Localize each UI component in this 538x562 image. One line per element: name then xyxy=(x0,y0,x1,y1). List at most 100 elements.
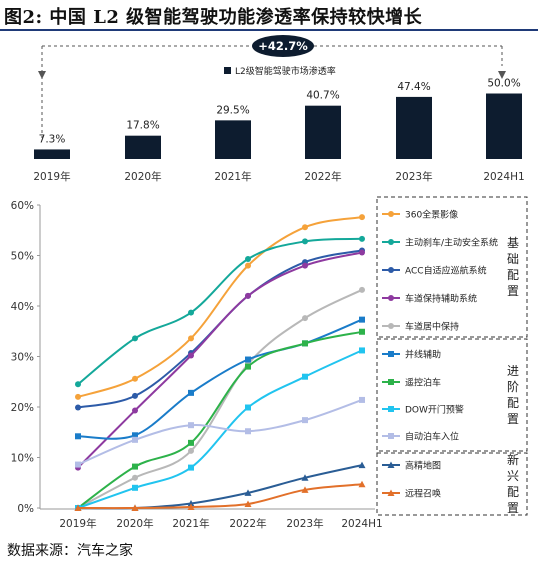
series-4-point-1 xyxy=(132,474,138,481)
series-line-8 xyxy=(77,398,363,466)
series-9-point-2 xyxy=(187,499,195,507)
growth-arrow-right xyxy=(498,71,506,79)
source-note: 数据来源：汽车之家 xyxy=(7,543,133,559)
series-4-point-4 xyxy=(302,315,308,322)
series-8-point-1 xyxy=(132,436,138,443)
legend-group-box-2 xyxy=(376,452,528,516)
series-3-point-4 xyxy=(302,262,308,269)
legend-group-label-2-char-3: 置 xyxy=(507,501,519,515)
legend-group-label-1-char-2: 配 xyxy=(507,396,519,410)
legend-group-box-0 xyxy=(376,196,528,338)
series-3-point-1 xyxy=(132,407,138,414)
series-9-point-3 xyxy=(244,489,252,496)
legend-marker-2 xyxy=(388,267,394,273)
x-tick-label-2: 2021年 xyxy=(172,517,209,530)
legend-label-2: ACC自适应巡航系统 xyxy=(405,265,487,277)
y-tick-label-1: 10% xyxy=(11,453,34,465)
x-tick-label-1: 2020年 xyxy=(116,517,153,530)
series-1-point-2 xyxy=(188,309,194,316)
x-tick-label-5: 2024H1 xyxy=(341,518,382,530)
bar-2 xyxy=(215,120,251,159)
x-tick-label-3: 2022年 xyxy=(229,517,266,530)
legend-marker-4 xyxy=(388,323,394,329)
bar-value-label-1: 17.8% xyxy=(126,120,159,132)
legend-marker-10 xyxy=(387,489,395,496)
bar-category-label-0: 2019年 xyxy=(33,170,70,183)
legend-marker-5 xyxy=(388,351,394,357)
series-line-5 xyxy=(77,318,363,440)
legend-label-10: 远程召唤 xyxy=(405,488,441,500)
legend-marker-9 xyxy=(387,461,395,468)
series-7-point-1 xyxy=(132,484,138,491)
legend-group-label-1-char-0: 进 xyxy=(507,364,519,378)
y-tick-label-0: 0% xyxy=(17,503,34,515)
bar-category-label-2: 2021年 xyxy=(214,170,251,183)
series-10-point-4 xyxy=(301,486,309,493)
series-6-point-4 xyxy=(302,340,308,347)
series-8-point-0 xyxy=(75,461,81,468)
x-tick-label-0: 2019年 xyxy=(59,517,96,530)
series-5-point-0 xyxy=(75,433,81,440)
series-0-point-2 xyxy=(188,335,194,342)
series-line-9 xyxy=(77,464,363,510)
series-8-point-3 xyxy=(245,428,251,435)
legend-marker-3 xyxy=(388,295,394,301)
legend-label-9: 高精地图 xyxy=(405,460,441,472)
bar-value-label-2: 29.5% xyxy=(216,104,249,116)
title-underline xyxy=(0,29,538,31)
bar-legend-swatch xyxy=(224,67,231,74)
series-0-point-4 xyxy=(302,224,308,231)
series-2-point-1 xyxy=(132,392,138,399)
legend-group-label-2-char-0: 新 xyxy=(507,452,519,467)
x-tick-label-4: 2023年 xyxy=(286,517,323,530)
figure-title: 图2: 中国 L2 级智能驾驶功能渗透率保持较快增长 xyxy=(4,7,423,28)
series-3-point-3 xyxy=(245,292,251,299)
bar-4 xyxy=(396,96,432,159)
series-8-point-2 xyxy=(188,422,194,429)
bar-value-label-3: 40.7% xyxy=(306,90,339,102)
series-7-point-2 xyxy=(188,464,194,471)
series-5-point-1 xyxy=(132,432,138,439)
legend-label-6: 遥控泊车 xyxy=(405,377,441,389)
y-tick-label-4: 40% xyxy=(11,301,34,313)
legend-label-1: 主动刹车/主动安全系统 xyxy=(405,237,498,249)
y-tick-label-3: 30% xyxy=(11,352,34,364)
legend-group-label-2-char-1: 兴 xyxy=(507,469,519,483)
legend-marker-6 xyxy=(388,379,394,385)
series-10-point-2 xyxy=(187,503,195,510)
legend-marker-0 xyxy=(388,211,394,217)
legend-label-3: 车道保持辅助系统 xyxy=(405,293,477,305)
series-1-point-4 xyxy=(302,238,308,245)
legend-group-label-0-char-2: 配 xyxy=(507,268,519,282)
series-8-point-5 xyxy=(359,396,365,403)
y-tick-label-6: 60% xyxy=(11,200,34,212)
bar-category-label-3: 2022年 xyxy=(304,170,341,183)
series-9-point-5 xyxy=(358,461,366,469)
series-6-point-3 xyxy=(245,363,251,370)
series-1-point-5 xyxy=(359,235,365,242)
bar-category-label-4: 2023年 xyxy=(395,170,432,183)
legend-marker-8 xyxy=(388,433,394,439)
legend-label-5: 并线辅助 xyxy=(405,349,441,361)
series-1-point-3 xyxy=(245,256,251,263)
legend-group-label-2-char-2: 配 xyxy=(507,485,519,499)
y-tick-label-2: 20% xyxy=(11,402,34,414)
legend-label-7: DOW开门预警 xyxy=(405,404,464,416)
y-tick-label-5: 50% xyxy=(11,251,34,263)
series-3-point-5 xyxy=(359,249,365,256)
bar-category-label-5: 2024H1 xyxy=(483,171,524,183)
series-8-point-4 xyxy=(302,417,308,424)
bar-3 xyxy=(305,105,341,159)
series-0-point-3 xyxy=(245,262,251,269)
series-6-point-1 xyxy=(132,463,138,470)
series-9-point-4 xyxy=(301,474,309,481)
growth-badge xyxy=(252,35,314,57)
series-0-point-5 xyxy=(359,214,365,221)
series-0-point-1 xyxy=(132,375,138,382)
bar-category-label-1: 2020年 xyxy=(124,170,161,183)
bar-value-label-0: 7.3% xyxy=(39,133,66,145)
series-10-point-0 xyxy=(74,504,82,511)
series-7-point-3 xyxy=(245,404,251,411)
series-7-point-5 xyxy=(359,347,365,354)
series-5-point-5 xyxy=(359,316,365,323)
